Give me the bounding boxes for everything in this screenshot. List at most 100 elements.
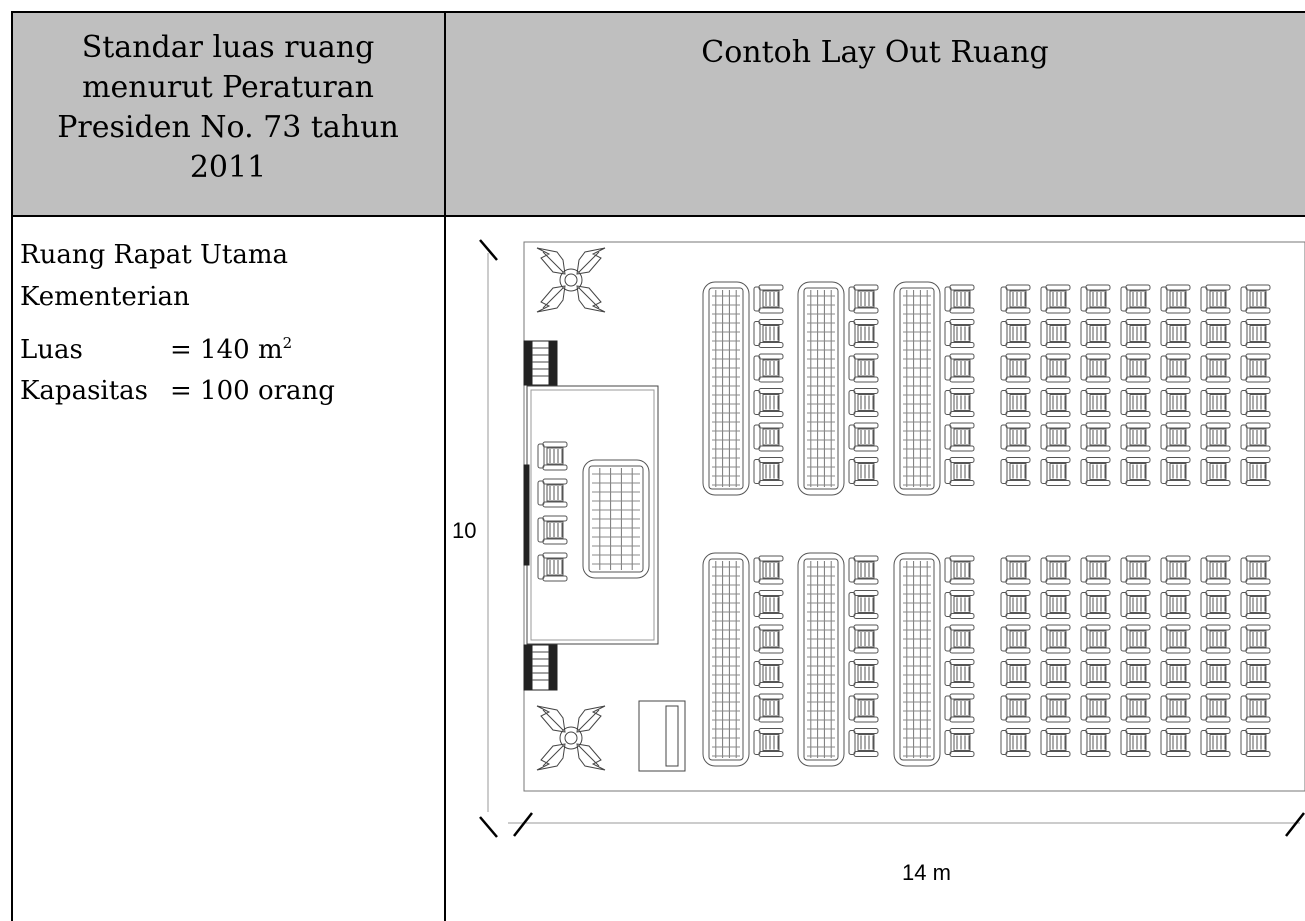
lower-chair-c5-r2 bbox=[1040, 590, 1071, 619]
podium bbox=[638, 700, 686, 772]
lower-chair-c6-r2 bbox=[1080, 590, 1111, 619]
upper-chair-c1-r5 bbox=[753, 422, 784, 452]
header-cell-right bbox=[445, 11, 1305, 216]
room-capacity-value: = 100 orang bbox=[170, 376, 335, 406]
room-capacity-label: Kapasitas bbox=[20, 376, 149, 406]
upper-table-3 bbox=[893, 281, 941, 496]
lower-chair-c5-r3 bbox=[1040, 624, 1071, 654]
upper-chair-c5-r2 bbox=[1040, 319, 1071, 348]
upper-chair-c6-r6 bbox=[1080, 457, 1111, 486]
lower-chair-c5-r4 bbox=[1040, 659, 1071, 688]
lower-chair-c9-r5 bbox=[1200, 693, 1231, 723]
lower-chair-c10-r6 bbox=[1240, 728, 1271, 757]
lower-chair-c4-r4 bbox=[1000, 659, 1031, 688]
upper-chair-c8-r3 bbox=[1160, 353, 1191, 383]
lower-chair-c2-r1 bbox=[848, 555, 879, 585]
stage-chair-2 bbox=[537, 478, 568, 508]
upper-chair-c4-r1 bbox=[1000, 284, 1031, 314]
lower-chair-c5-r6 bbox=[1040, 728, 1071, 757]
lower-chair-c4-r1 bbox=[1000, 555, 1031, 585]
lower-chair-c7-r6 bbox=[1120, 728, 1151, 757]
stage-platform bbox=[526, 385, 659, 645]
lower-chair-c9-r3 bbox=[1200, 624, 1231, 654]
lower-chair-c4-r6 bbox=[1000, 728, 1031, 757]
upper-table-2 bbox=[797, 281, 845, 496]
lower-chair-c10-r4 bbox=[1240, 659, 1271, 688]
upper-chair-c6-r3 bbox=[1080, 353, 1111, 383]
upper-chair-c2-r4 bbox=[848, 388, 879, 417]
upper-chair-c10-r2 bbox=[1240, 319, 1271, 348]
height-dimension-tick-bottom bbox=[479, 816, 498, 838]
upper-chair-c7-r4 bbox=[1120, 388, 1151, 417]
room-layout-plan bbox=[479, 239, 1305, 838]
width-dimension-label: 14 m bbox=[902, 860, 951, 885]
table-header-divider bbox=[11, 215, 1305, 217]
upper-chair-c3-r1 bbox=[944, 284, 975, 314]
lower-chair-c9-r2 bbox=[1200, 590, 1231, 619]
upper-chair-c4-r4 bbox=[1000, 388, 1031, 417]
width-dimension-tick-left bbox=[513, 812, 533, 837]
lower-chair-c3-r6 bbox=[944, 728, 975, 757]
upper-chair-c8-r5 bbox=[1160, 422, 1191, 452]
room-area-unit-exponent: 2 bbox=[282, 334, 293, 352]
stage-platform-inner bbox=[530, 389, 655, 641]
lower-table-3 bbox=[893, 552, 941, 767]
lower-chair-c8-r1 bbox=[1160, 555, 1191, 585]
upper-chair-c7-r5 bbox=[1120, 422, 1151, 452]
lower-chair-c3-r3 bbox=[944, 624, 975, 654]
lower-chair-c4-r5 bbox=[1000, 693, 1031, 723]
lower-chair-c7-r3 bbox=[1120, 624, 1151, 654]
header-cell-left bbox=[11, 11, 445, 216]
lower-chair-c9-r4 bbox=[1200, 659, 1231, 688]
upper-chair-c1-r3 bbox=[753, 353, 784, 383]
lower-chair-c2-r3 bbox=[848, 624, 879, 654]
lower-chair-c9-r6 bbox=[1200, 728, 1231, 757]
upper-chair-c10-r4 bbox=[1240, 388, 1271, 417]
upper-chair-c9-r4 bbox=[1200, 388, 1231, 417]
upper-chair-c4-r6 bbox=[1000, 457, 1031, 486]
upper-chair-c8-r4 bbox=[1160, 388, 1191, 417]
table-border-left bbox=[11, 11, 13, 921]
upper-chair-c6-r4 bbox=[1080, 388, 1111, 417]
lower-chair-c7-r5 bbox=[1120, 693, 1151, 723]
lower-chair-c1-r6 bbox=[753, 728, 784, 757]
table-border-top bbox=[11, 11, 1305, 13]
upper-chair-c9-r2 bbox=[1200, 319, 1231, 348]
lower-chair-c1-r4 bbox=[753, 659, 784, 688]
lower-chair-c7-r4 bbox=[1120, 659, 1151, 688]
upper-chair-c9-r5 bbox=[1200, 422, 1231, 452]
upper-chair-c5-r3 bbox=[1040, 353, 1071, 383]
upper-chair-c8-r1 bbox=[1160, 284, 1191, 314]
upper-chair-c5-r6 bbox=[1040, 457, 1071, 486]
lower-chair-c2-r5 bbox=[848, 693, 879, 723]
upper-chair-c3-r3 bbox=[944, 353, 975, 383]
upper-chair-c6-r5 bbox=[1080, 422, 1111, 452]
upper-chair-c7-r1 bbox=[1120, 284, 1151, 314]
upper-chair-c5-r4 bbox=[1040, 388, 1071, 417]
upper-chair-c4-r5 bbox=[1000, 422, 1031, 452]
upper-chair-c3-r4 bbox=[944, 388, 975, 417]
room-capacity: Kapasitas = 100 orang bbox=[20, 374, 335, 408]
stairs-upper bbox=[523, 340, 558, 386]
stage-chair-4 bbox=[537, 552, 568, 582]
lower-chair-c3-r4 bbox=[944, 659, 975, 688]
lower-chair-c5-r1 bbox=[1040, 555, 1071, 585]
lower-chair-c1-r2 bbox=[753, 590, 784, 619]
header-left-title: Standar luas ruang menurut Peraturan Pre… bbox=[57, 30, 399, 185]
stage-table bbox=[582, 459, 650, 579]
upper-chair-c6-r2 bbox=[1080, 319, 1111, 348]
stage-chair-1 bbox=[537, 441, 568, 471]
upper-chair-c9-r6 bbox=[1200, 457, 1231, 486]
upper-chair-c10-r1 bbox=[1240, 284, 1271, 314]
upper-chair-c1-r4 bbox=[753, 388, 784, 417]
upper-chair-c1-r6 bbox=[753, 457, 784, 486]
room-name-line1: Ruang Rapat Utama bbox=[20, 240, 289, 270]
upper-chair-c4-r2 bbox=[1000, 319, 1031, 348]
lower-chair-c6-r1 bbox=[1080, 555, 1111, 585]
width-dimension-tick-right bbox=[1285, 812, 1305, 837]
lower-chair-c3-r1 bbox=[944, 555, 975, 585]
lower-chair-c3-r2 bbox=[944, 590, 975, 619]
stairs-lower bbox=[523, 644, 558, 691]
upper-table-1 bbox=[702, 281, 750, 496]
